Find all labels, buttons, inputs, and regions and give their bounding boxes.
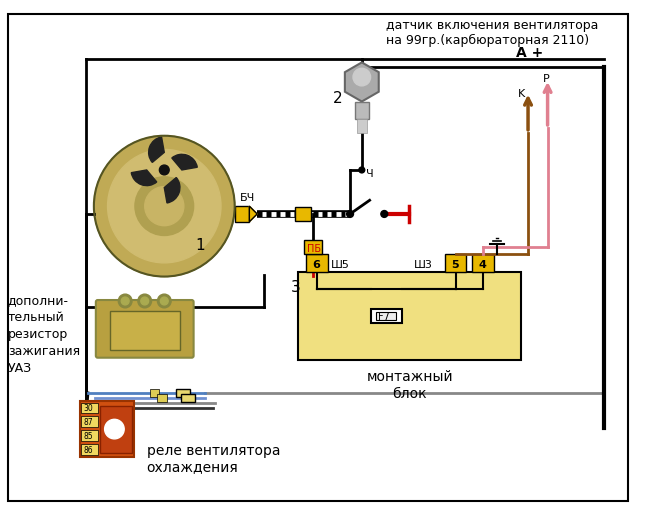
Text: БЧ: БЧ xyxy=(240,193,255,203)
FancyBboxPatch shape xyxy=(306,254,328,272)
Circle shape xyxy=(159,165,169,175)
Circle shape xyxy=(346,210,354,218)
Text: F7: F7 xyxy=(378,311,390,322)
Wedge shape xyxy=(172,154,198,170)
Circle shape xyxy=(353,68,370,86)
FancyBboxPatch shape xyxy=(157,394,167,402)
Text: реле вентилятора
охлаждения: реле вентилятора охлаждения xyxy=(147,444,280,474)
FancyBboxPatch shape xyxy=(295,207,311,221)
Text: 85: 85 xyxy=(83,432,93,441)
FancyBboxPatch shape xyxy=(176,389,190,397)
Text: K: K xyxy=(518,89,525,98)
FancyBboxPatch shape xyxy=(81,430,98,441)
FancyBboxPatch shape xyxy=(80,401,134,458)
Wedge shape xyxy=(131,170,157,186)
FancyBboxPatch shape xyxy=(357,119,367,133)
Polygon shape xyxy=(250,206,257,222)
Circle shape xyxy=(138,294,151,308)
Text: P: P xyxy=(543,74,549,84)
Circle shape xyxy=(359,167,365,173)
Text: дополни-
тельный
резистор
зажигания
УАЗ: дополни- тельный резистор зажигания УАЗ xyxy=(8,294,80,375)
Text: Ш3: Ш3 xyxy=(413,260,432,270)
FancyBboxPatch shape xyxy=(235,206,250,222)
FancyBboxPatch shape xyxy=(81,417,98,427)
Wedge shape xyxy=(149,137,164,163)
Wedge shape xyxy=(164,177,180,203)
Circle shape xyxy=(122,297,129,305)
FancyBboxPatch shape xyxy=(445,254,467,272)
FancyBboxPatch shape xyxy=(473,254,494,272)
FancyBboxPatch shape xyxy=(150,389,159,397)
Text: ПБ: ПБ xyxy=(307,244,321,254)
Circle shape xyxy=(118,294,132,308)
FancyBboxPatch shape xyxy=(370,309,402,323)
Circle shape xyxy=(107,149,221,263)
FancyBboxPatch shape xyxy=(304,241,322,254)
Text: датчик включения вентилятора
на 99гр.(карбюраторная 2110): датчик включения вентилятора на 99гр.(ка… xyxy=(386,19,599,48)
FancyBboxPatch shape xyxy=(181,394,194,402)
FancyBboxPatch shape xyxy=(355,102,369,119)
Circle shape xyxy=(381,210,387,218)
Circle shape xyxy=(135,177,194,235)
Circle shape xyxy=(145,187,184,226)
Text: A +: A + xyxy=(516,46,543,60)
Text: Ч: Ч xyxy=(366,169,373,179)
Text: 1: 1 xyxy=(196,238,205,253)
FancyBboxPatch shape xyxy=(99,406,132,452)
Text: 6: 6 xyxy=(312,260,320,270)
Circle shape xyxy=(94,136,235,277)
Text: Ш5: Ш5 xyxy=(330,260,350,270)
Text: 2: 2 xyxy=(332,91,342,107)
Text: монтажный
блок: монтажный блок xyxy=(367,370,453,401)
FancyBboxPatch shape xyxy=(376,312,396,320)
Circle shape xyxy=(157,294,171,308)
FancyBboxPatch shape xyxy=(109,311,180,350)
Text: 4: 4 xyxy=(478,260,486,270)
Text: 3: 3 xyxy=(291,280,300,295)
Text: 30: 30 xyxy=(83,404,93,413)
Polygon shape xyxy=(345,63,379,102)
FancyBboxPatch shape xyxy=(96,300,194,358)
Text: 86: 86 xyxy=(83,446,93,455)
Circle shape xyxy=(141,297,149,305)
Circle shape xyxy=(105,419,124,439)
FancyBboxPatch shape xyxy=(81,403,98,413)
FancyBboxPatch shape xyxy=(298,272,521,360)
Text: 87: 87 xyxy=(83,418,93,427)
FancyBboxPatch shape xyxy=(81,444,98,455)
Text: 5: 5 xyxy=(451,260,458,270)
Circle shape xyxy=(161,297,168,305)
